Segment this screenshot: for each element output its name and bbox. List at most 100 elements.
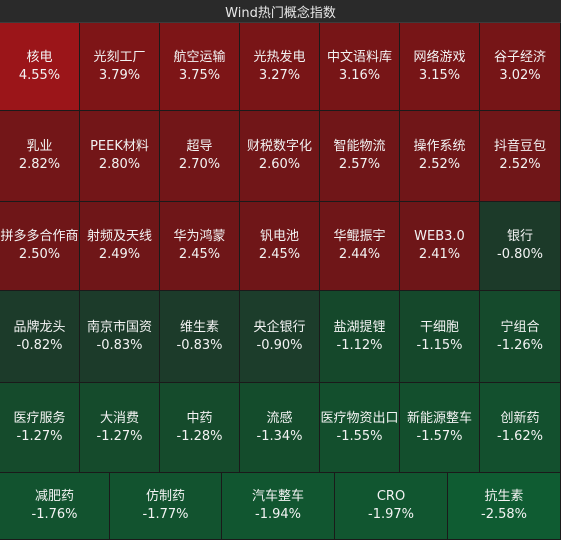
concept-name: 宁组合 bbox=[500, 319, 540, 335]
concept-name: 银行 bbox=[506, 229, 533, 244]
concept-change: 2.52% bbox=[499, 157, 541, 172]
concept-change: -2.58% bbox=[481, 507, 527, 522]
concept-tile[interactable]: 抖音豆包 2.52% bbox=[480, 111, 561, 202]
concept-name: 乳业 bbox=[26, 139, 53, 154]
concept-tile[interactable]: 宁组合 -1.26% bbox=[480, 291, 561, 383]
concept-change: -0.83% bbox=[96, 337, 143, 353]
concept-tile[interactable]: 盐湖提锂 -1.12% bbox=[320, 291, 400, 383]
concept-tile[interactable]: PEEK材料 2.80% bbox=[80, 111, 160, 202]
concept-tile[interactable]: 减肥药 -1.76% bbox=[0, 473, 110, 540]
concept-tile[interactable]: 南京市国资 -0.83% bbox=[80, 291, 160, 383]
concept-name: 新能源整车 bbox=[406, 410, 472, 426]
concept-tile[interactable]: 钒电池 2.45% bbox=[240, 202, 320, 291]
concept-name: 财税数字化 bbox=[246, 139, 312, 154]
concept-change: -1.76% bbox=[31, 507, 78, 522]
concept-tile[interactable]: 维生素 -0.83% bbox=[160, 291, 240, 383]
concept-name: PEEK材料 bbox=[90, 139, 149, 154]
concept-tile[interactable]: 大消费 -1.27% bbox=[80, 383, 160, 473]
concept-tile[interactable]: 医疗物资出口 -1.55% bbox=[320, 383, 400, 473]
concept-tile[interactable]: 射频及天线 2.49% bbox=[80, 202, 160, 291]
concept-tile[interactable]: 抗生素 -2.58% bbox=[448, 473, 561, 540]
concept-change: -1.97% bbox=[368, 507, 414, 522]
concept-tile[interactable]: 干细胞 -1.15% bbox=[400, 291, 480, 383]
concept-change: 3.75% bbox=[178, 67, 221, 83]
concept-tile[interactable]: 医疗服务 -1.27% bbox=[0, 383, 80, 473]
concept-name: 智能物流 bbox=[333, 139, 386, 154]
concept-tile[interactable]: 航空运输 3.75% bbox=[160, 23, 240, 111]
concept-name: 抗生素 bbox=[484, 489, 524, 504]
concept-tile[interactable]: 智能物流 2.57% bbox=[320, 111, 400, 202]
concept-tile[interactable]: 核电 4.55% bbox=[0, 23, 80, 111]
concept-change: -1.62% bbox=[497, 428, 543, 444]
concept-tile[interactable]: 品牌龙头 -0.82% bbox=[0, 291, 80, 383]
concept-change: 3.27% bbox=[258, 67, 301, 83]
concept-name: 品牌龙头 bbox=[13, 319, 66, 335]
concept-tile[interactable]: 流感 -1.34% bbox=[240, 383, 320, 473]
concept-change: 2.50% bbox=[18, 247, 61, 262]
concept-change: 2.80% bbox=[98, 157, 141, 172]
concept-change: -1.26% bbox=[497, 337, 543, 353]
concept-change: -1.94% bbox=[255, 507, 301, 522]
concept-tile[interactable]: 拼多多合作商 2.50% bbox=[0, 202, 80, 291]
concept-change: 2.41% bbox=[418, 247, 461, 262]
concept-name: WEB3.0 bbox=[414, 229, 465, 244]
concept-tile[interactable]: CRO -1.97% bbox=[335, 473, 448, 540]
chart-header: Wind热门概念指数 bbox=[0, 0, 561, 23]
concept-name: 光刻工厂 bbox=[93, 49, 146, 65]
concept-name: 中文语料库 bbox=[326, 49, 392, 65]
concept-name: 干细胞 bbox=[419, 319, 459, 335]
concept-tile[interactable]: 光刻工厂 3.79% bbox=[80, 23, 160, 111]
concept-change: 4.55% bbox=[18, 67, 61, 83]
concept-tile[interactable]: 创新药 -1.62% bbox=[480, 383, 561, 473]
concept-change: 3.15% bbox=[418, 67, 461, 83]
concept-tile[interactable]: 中药 -1.28% bbox=[160, 383, 240, 473]
concept-name: 超导 bbox=[186, 139, 213, 154]
concept-change: 2.44% bbox=[338, 247, 381, 262]
concept-tile[interactable]: 财税数字化 2.60% bbox=[240, 111, 320, 202]
concept-change: -1.27% bbox=[96, 428, 143, 444]
concept-name: 医疗物资出口 bbox=[320, 410, 399, 426]
concept-change: -1.57% bbox=[416, 428, 463, 444]
heatmap-grid: 核电 4.55% 光刻工厂 3.79% 航空运输 3.75% 光热发电 3.27% 中文语料库 3… bbox=[0, 23, 561, 540]
concept-tile[interactable]: 银行 -0.80% bbox=[480, 202, 561, 291]
concept-change: -0.80% bbox=[497, 247, 543, 262]
concept-tile[interactable]: 乳业 2.82% bbox=[0, 111, 80, 202]
concept-change: -0.83% bbox=[176, 337, 223, 353]
concept-tile[interactable]: WEB3.0 2.41% bbox=[400, 202, 480, 291]
concept-name: 仿制药 bbox=[145, 489, 185, 504]
concept-change: -1.12% bbox=[336, 337, 383, 353]
concept-tile[interactable]: 操作系统 2.52% bbox=[400, 111, 480, 202]
concept-name: 中药 bbox=[186, 410, 213, 426]
concept-name: 航空运输 bbox=[173, 49, 226, 65]
concept-change: 3.02% bbox=[499, 67, 541, 83]
concept-tile[interactable]: 网络游戏 3.15% bbox=[400, 23, 480, 111]
concept-change: 2.57% bbox=[338, 157, 381, 172]
concept-change: 2.52% bbox=[418, 157, 461, 172]
concept-name: 创新药 bbox=[500, 410, 540, 426]
concept-change: -0.82% bbox=[16, 337, 63, 353]
concept-tile[interactable]: 中文语料库 3.16% bbox=[320, 23, 400, 111]
concept-name: 减肥药 bbox=[34, 489, 74, 504]
concept-change: -1.77% bbox=[142, 507, 189, 522]
concept-tile[interactable]: 超导 2.70% bbox=[160, 111, 240, 202]
concept-tile[interactable]: 新能源整车 -1.57% bbox=[400, 383, 480, 473]
concept-change: -1.28% bbox=[176, 428, 223, 444]
concept-tile[interactable]: 华鲲振宇 2.44% bbox=[320, 202, 400, 291]
concept-name: 盐湖提锂 bbox=[333, 319, 386, 335]
concept-change: 2.49% bbox=[98, 247, 141, 262]
concept-tile[interactable]: 央企银行 -0.90% bbox=[240, 291, 320, 383]
concept-tile[interactable]: 光热发电 3.27% bbox=[240, 23, 320, 111]
concept-tile[interactable]: 汽车整车 -1.94% bbox=[222, 473, 335, 540]
concept-tile[interactable]: 谷子经济 3.02% bbox=[480, 23, 561, 111]
concept-change: -1.34% bbox=[256, 428, 303, 444]
concept-name: 汽车整车 bbox=[251, 489, 304, 504]
concept-name: 医疗服务 bbox=[13, 410, 66, 426]
concept-tile[interactable]: 仿制药 -1.77% bbox=[110, 473, 222, 540]
concept-change: 2.70% bbox=[178, 157, 221, 172]
concept-name: 央企银行 bbox=[253, 319, 306, 335]
chart-title: Wind热门概念指数 bbox=[225, 5, 336, 21]
concept-name: 拼多多合作商 bbox=[0, 229, 79, 244]
concept-name: 钒电池 bbox=[259, 229, 299, 244]
concept-tile[interactable]: 华为鸿蒙 2.45% bbox=[160, 202, 240, 291]
concept-name: 大消费 bbox=[99, 410, 139, 426]
